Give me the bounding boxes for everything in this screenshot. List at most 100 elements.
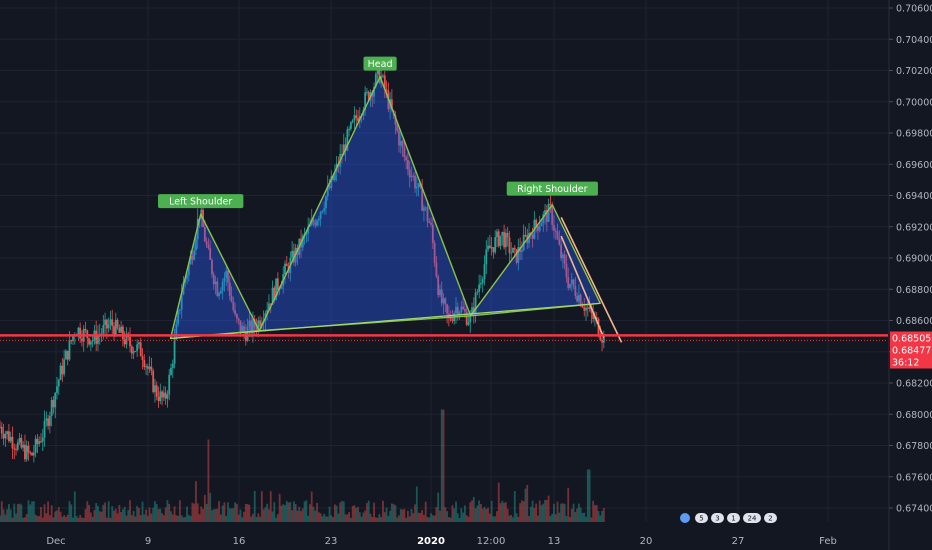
volume-bar <box>81 517 83 522</box>
candle-body <box>148 366 151 369</box>
candle-body <box>316 220 318 226</box>
candle-body <box>426 207 429 222</box>
volume-bar <box>389 510 391 522</box>
candle-body <box>317 218 320 221</box>
candle-body <box>52 399 55 408</box>
volume-bar <box>337 513 340 522</box>
volume-bar <box>122 509 124 522</box>
candle-body <box>601 339 603 343</box>
candle-body <box>125 333 128 345</box>
volume-bar <box>250 516 253 522</box>
candle-body <box>34 438 37 453</box>
volume-bar <box>146 515 149 522</box>
candle-body <box>576 296 579 302</box>
volume-bar <box>471 500 473 522</box>
candle-body <box>374 74 377 87</box>
volume-bar <box>161 513 163 522</box>
candle-body <box>510 252 513 254</box>
volume-bar <box>545 500 548 522</box>
volume-bar <box>6 509 9 522</box>
volume-bar <box>350 517 352 522</box>
volume-bar <box>271 511 274 522</box>
candle-body <box>314 222 317 226</box>
candle-body <box>84 328 87 331</box>
candle-body <box>248 320 251 327</box>
candle-body <box>225 270 228 278</box>
price-axis-panel[interactable] <box>889 0 932 550</box>
volume-bar <box>184 516 187 522</box>
volume-bar <box>346 514 349 522</box>
volume-bar <box>366 503 368 522</box>
volume-bar <box>428 517 431 522</box>
candle-body <box>68 340 71 360</box>
volume-bar <box>490 500 493 522</box>
candle-body <box>275 278 277 301</box>
candle-body <box>348 128 351 130</box>
candle-body <box>401 141 404 148</box>
volume-bar <box>275 517 277 522</box>
volume-bar <box>40 507 42 522</box>
candle-body <box>43 420 46 438</box>
volume-bar <box>488 513 491 522</box>
candle-body <box>54 392 57 408</box>
candle-body <box>107 324 110 329</box>
candle-body <box>36 438 39 444</box>
candle-body <box>535 219 538 227</box>
volume-bar <box>360 516 363 522</box>
candle-body <box>531 234 534 239</box>
volume-bar <box>291 510 294 522</box>
candle-body <box>0 426 1 428</box>
candle-body <box>146 366 149 369</box>
pattern-label-bg <box>157 194 244 209</box>
volume-bar <box>59 511 62 522</box>
candle-body <box>390 99 393 111</box>
volume-bar <box>542 503 545 522</box>
candle-body <box>41 437 44 442</box>
volume-bar <box>223 502 226 522</box>
candle-body <box>162 392 165 398</box>
price-tick-label: 0.70000 <box>896 97 932 108</box>
candle-body <box>588 306 591 309</box>
volume-bar <box>182 517 185 522</box>
bottom-widget[interactable]: 5 3 1 24 2 <box>680 513 777 523</box>
volume-bar <box>280 505 283 522</box>
candle-body <box>187 264 190 276</box>
candle-body <box>9 436 12 442</box>
volume-bar <box>264 507 267 522</box>
candle-body <box>65 350 67 360</box>
volume-bar <box>570 508 573 522</box>
volume-bar <box>358 512 361 522</box>
volume-bar <box>462 512 465 522</box>
volume-bar <box>533 508 536 522</box>
volume-bar <box>166 500 169 522</box>
volume-bar <box>287 502 290 522</box>
price-tick-label: 0.67400 <box>896 504 932 515</box>
candle-body <box>378 69 381 83</box>
volume-bar <box>232 508 235 522</box>
candle-body <box>145 366 147 368</box>
volume-bar <box>553 503 555 522</box>
candle-body <box>132 351 135 354</box>
candle-body <box>154 385 156 393</box>
candle-body <box>515 249 518 263</box>
volume-bar <box>465 515 468 522</box>
candle-body <box>6 431 9 435</box>
volume-bar <box>371 516 374 522</box>
candle-body <box>113 326 115 336</box>
volume-bar <box>305 500 308 522</box>
volume-bar <box>248 504 251 522</box>
volume-bar <box>561 503 564 522</box>
candle-body <box>408 169 411 178</box>
candle-body <box>433 243 436 263</box>
volume-bar <box>332 517 334 522</box>
price-tick-label: 0.69800 <box>896 129 932 140</box>
volume-bar <box>301 508 304 522</box>
channel-line-1 <box>560 217 623 343</box>
volume-bar <box>469 502 472 522</box>
volume-bar <box>125 515 128 522</box>
volume-bar <box>259 516 261 522</box>
event-badge-label: 5 <box>699 515 703 523</box>
candle-body <box>13 448 16 450</box>
candle-body <box>431 224 434 244</box>
